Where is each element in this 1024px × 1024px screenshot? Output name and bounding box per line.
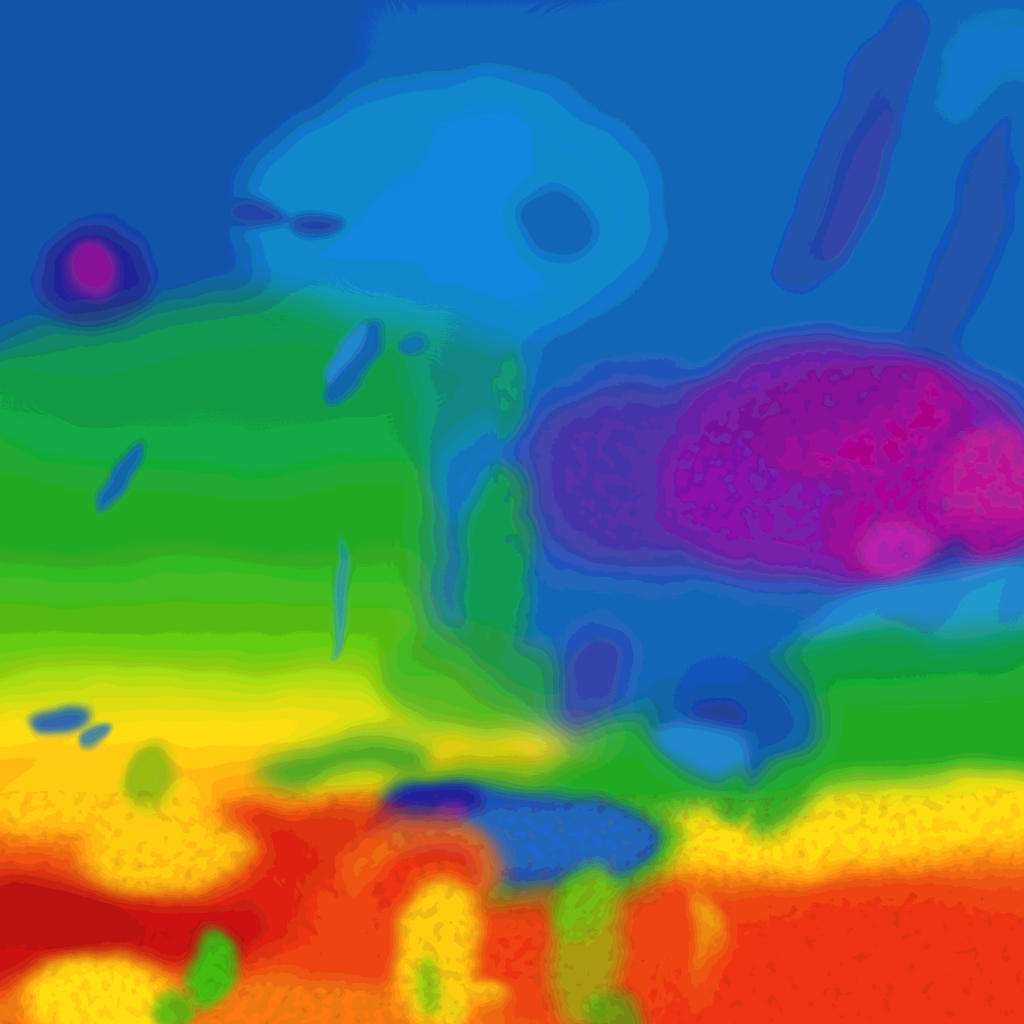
warm-zone-speckle	[0, 815, 1024, 1024]
arctic-light-blue-patch	[240, 80, 660, 340]
novaya-zemlya-navy	[519, 193, 601, 257]
alps-blue-streak-2	[74, 723, 112, 747]
mongolia-purple-speck	[553, 626, 627, 734]
topright-magenta-streak-hint	[823, 102, 901, 268]
bothnia-light-streak	[320, 319, 372, 385]
yamal-green-speck	[492, 350, 528, 440]
green-wedge-ob-east	[459, 468, 537, 652]
ob-river-streak	[330, 535, 346, 665]
alps-blue-streak	[24, 706, 92, 738]
arctic-island-navy-2	[289, 208, 341, 236]
topright-navy-streak-1	[782, 3, 928, 297]
arctic-island-navy-1	[228, 198, 288, 230]
italy-green-speck	[129, 743, 181, 813]
bothnia-blue-streak	[315, 316, 389, 408]
kazakh-green	[380, 625, 560, 735]
taiga-teal-band	[0, 303, 520, 477]
okhotsk-cyan-streak	[659, 719, 747, 775]
ural-lake-blue-streak	[101, 448, 143, 512]
topright-navy-streak-2	[905, 93, 1024, 417]
svalbard-magenta-core	[64, 240, 116, 304]
korea-green	[713, 770, 753, 824]
ladoga-blue-speck	[401, 335, 429, 355]
